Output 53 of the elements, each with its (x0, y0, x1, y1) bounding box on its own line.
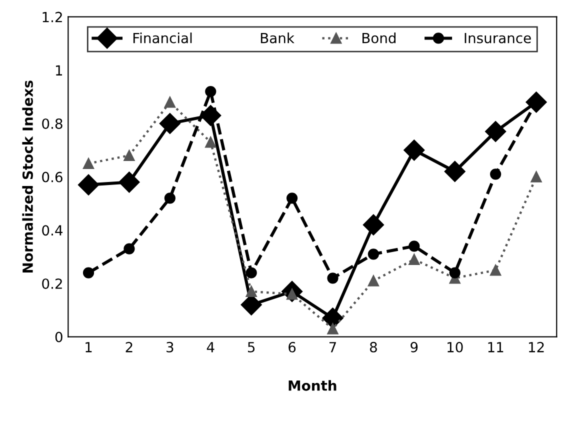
x-axis-title: Month (288, 380, 336, 391)
point (327, 323, 338, 334)
y-tick-label: 0.8 (42, 118, 62, 129)
x-tick-label: 3 (166, 342, 174, 352)
x-tick-label: 9 (410, 342, 418, 352)
point (368, 248, 380, 260)
legend-label: Bond (362, 32, 396, 44)
point (159, 112, 180, 134)
point (286, 192, 298, 204)
point (205, 136, 216, 148)
point (368, 275, 380, 286)
y-tick-label: 0.6 (42, 172, 62, 182)
point (78, 174, 100, 196)
x-tick-label: 12 (528, 342, 544, 352)
point (246, 286, 257, 298)
point (327, 272, 338, 284)
y-tick-label: 1 (56, 65, 62, 76)
point (205, 86, 216, 98)
y-axis-title: Normalized Stock Indexs (22, 80, 33, 272)
point (124, 150, 135, 162)
point (408, 254, 420, 266)
y-tick-label: 0.4 (42, 225, 63, 236)
point (404, 140, 425, 161)
point (362, 214, 384, 236)
point (246, 267, 257, 278)
point (530, 171, 542, 182)
x-tick-label: 6 (288, 342, 296, 352)
point (444, 160, 466, 182)
point (164, 192, 176, 204)
point (82, 158, 94, 170)
point (408, 240, 420, 252)
x-tick-label: 1 (86, 342, 92, 352)
point (449, 267, 460, 278)
x-tick-label: 4 (206, 342, 214, 352)
text: Bank (260, 32, 294, 44)
x-tick-label: 8 (370, 342, 377, 352)
point (164, 96, 176, 108)
x-tick-label: 11 (488, 342, 504, 352)
x-tick-label: 7 (329, 342, 336, 352)
x-tick-label: 2 (126, 342, 132, 352)
y-tick-label: 0.2 (42, 278, 62, 289)
x-tick-label: 10 (448, 342, 463, 352)
legend-label: Financial (133, 32, 192, 44)
point (485, 120, 506, 142)
point (490, 168, 502, 180)
point (82, 267, 94, 278)
legend-label: Insurance (464, 32, 531, 44)
y-tick-label: 0 (55, 332, 62, 342)
point (490, 264, 502, 276)
x-tick-label: 5 (248, 342, 255, 352)
y-tick-label: 1.2 (42, 12, 62, 22)
point (124, 243, 135, 254)
point (118, 172, 140, 193)
